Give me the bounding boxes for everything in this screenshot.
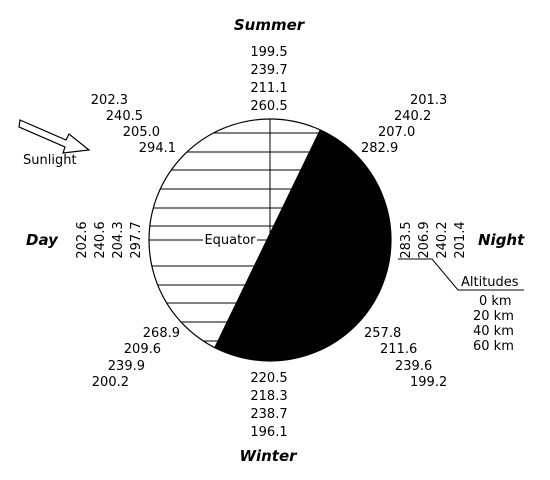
sunlight-arrow-icon bbox=[18, 119, 91, 154]
reading-bottom-right-0km: 257.8 bbox=[364, 326, 401, 341]
reading-top-left-20km: 240.5 bbox=[106, 109, 143, 124]
reading-left-40km: 204.3 bbox=[111, 221, 126, 258]
reading-bottom-40km: 238.7 bbox=[250, 407, 287, 422]
reading-top-left-0km: 202.3 bbox=[91, 93, 128, 108]
night-label: Night bbox=[478, 231, 525, 249]
globe-outline bbox=[148, 118, 392, 362]
reading-top-right-40km: 207.0 bbox=[378, 125, 415, 140]
reading-top-40km: 211.1 bbox=[250, 81, 287, 96]
readings-bottom-right: 257.8 211.6 239.6 199.2 bbox=[364, 326, 447, 390]
reading-bottom-right-40km: 239.6 bbox=[395, 359, 432, 374]
reading-bottom-0km: 220.5 bbox=[250, 371, 287, 386]
reading-bottom-left-40km: 239.9 bbox=[108, 359, 145, 374]
reading-right-20km: 206.9 bbox=[417, 221, 432, 258]
reading-left-20km: 240.6 bbox=[93, 221, 108, 258]
readings-right: 283.5 206.9 240.2 201.4 bbox=[399, 221, 468, 258]
reading-top-0km: 199.5 bbox=[250, 45, 287, 60]
reading-right-60km: 201.4 bbox=[453, 221, 468, 258]
summer-label: Summer bbox=[234, 16, 306, 34]
readings-top: 199.5 239.7 211.1 260.5 bbox=[250, 45, 287, 114]
reading-top-right-0km: 201.3 bbox=[410, 93, 447, 108]
reading-left-60km: 297.7 bbox=[129, 221, 144, 258]
altitude-20km: 20 km bbox=[473, 309, 514, 324]
readings-top-right: 201.3 240.2 207.0 282.9 bbox=[361, 93, 447, 156]
equator-label: Equator bbox=[204, 233, 256, 248]
reading-bottom-20km: 218.3 bbox=[250, 389, 287, 404]
altitudes-legend: Altitudes 0 km 20 km 40 km 60 km bbox=[398, 258, 524, 354]
altitude-0km: 0 km bbox=[479, 294, 512, 309]
reading-top-20km: 239.7 bbox=[250, 63, 287, 78]
altitude-40km: 40 km bbox=[473, 324, 514, 339]
reading-top-right-60km: 282.9 bbox=[361, 141, 398, 156]
reading-bottom-right-20km: 211.6 bbox=[380, 342, 417, 357]
readings-top-left: 202.3 240.5 205.0 294.1 bbox=[91, 93, 176, 156]
winter-label: Winter bbox=[239, 447, 298, 465]
reading-top-left-60km: 294.1 bbox=[139, 141, 176, 156]
day-label: Day bbox=[26, 231, 59, 249]
altitude-60km: 60 km bbox=[473, 339, 514, 354]
reading-bottom-left-20km: 209.6 bbox=[124, 342, 161, 357]
reading-top-right-20km: 240.2 bbox=[394, 109, 431, 124]
readings-bottom-left: 268.9 209.6 239.9 200.2 bbox=[92, 326, 180, 390]
altitudes-title: Altitudes bbox=[461, 275, 519, 290]
reading-bottom-right-60km: 199.2 bbox=[410, 375, 447, 390]
reading-bottom-left-60km: 200.2 bbox=[92, 375, 129, 390]
reading-left-0km: 202.6 bbox=[75, 221, 90, 258]
equator-label-bg bbox=[203, 231, 257, 248]
readings-bottom: 220.5 218.3 238.7 196.1 bbox=[250, 371, 287, 440]
readings-left: 202.6 240.6 204.3 297.7 bbox=[75, 221, 144, 258]
reading-top-60km: 260.5 bbox=[250, 99, 287, 114]
reading-bottom-60km: 196.1 bbox=[250, 425, 287, 440]
globe: Equator bbox=[148, 118, 392, 362]
reading-top-left-40km: 205.0 bbox=[123, 125, 160, 140]
night-side bbox=[207, 125, 391, 361]
reading-right-0km: 283.5 bbox=[399, 221, 414, 258]
sunlight-label: Sunlight bbox=[23, 153, 77, 168]
reading-right-40km: 240.2 bbox=[435, 221, 450, 258]
reading-bottom-left-0km: 268.9 bbox=[143, 326, 180, 341]
